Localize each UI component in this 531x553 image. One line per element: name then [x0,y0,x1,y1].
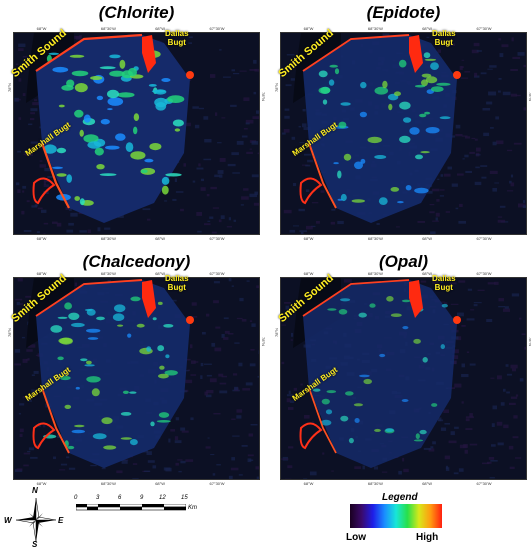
scale-tick-label: 0 [74,495,77,501]
bottom-longitude-tick: 67°30'W [477,236,492,241]
dallas-bugt-label: Dallas Bugt [432,274,456,292]
dallas-bugt-label: Dallas Bugt [165,29,189,47]
dallas-bugt-label: Dallas Bugt [165,274,189,292]
top-longitude-tick: 67°30'W [210,271,225,276]
bottom-longitude-tick: 68°W [155,481,165,486]
top-longitude-tick: 68°30'W [368,271,383,276]
bottom-longitude-tick: 68°30'W [368,481,383,486]
bottom-longitude-tick: 67°30'W [477,481,492,486]
top-longitude-tick: 68°W [304,271,314,276]
legend-color-ramp [350,504,442,528]
legend-title: Legend [382,492,418,503]
scale-bar: 0 3 6 9 12 15 Km [74,493,204,517]
bottom-longitude-tick: 68°W [155,236,165,241]
scale-tick-label: 12 [159,495,166,501]
dallas-bugt-label: Dallas Bugt [432,29,456,47]
compass-north-label: N [32,486,38,495]
top-longitude-tick: 68°30'W [101,26,116,31]
map-panel-title: (Epidote) [280,3,527,23]
top-longitude-tick: 68°W [304,26,314,31]
top-longitude-tick: 68°W [37,26,47,31]
top-longitude-tick: 68°W [422,26,432,31]
right-latitude-tick: 78°N [261,92,266,101]
top-longitude-tick: 67°30'W [477,271,492,276]
top-longitude-tick: 68°30'W [101,271,116,276]
map-panel-title: (Chalcedony) [13,252,260,272]
legend-high-label: High [416,532,438,543]
bottom-longitude-tick: 68°30'W [101,236,116,241]
top-longitude-tick: 67°30'W [210,26,225,31]
left-latitude-tick: 78°N [7,328,12,337]
compass-south-label: S [32,540,37,549]
bottom-longitude-tick: 68°W [37,236,47,241]
map-panel-title: (Chlorite) [13,3,260,23]
top-longitude-tick: 68°30'W [368,26,383,31]
bottom-longitude-tick: 68°W [37,481,47,486]
compass-east-label: E [58,516,63,525]
bottom-longitude-tick: 68°W [304,481,314,486]
left-latitude-tick: 78°N [274,328,279,337]
top-longitude-tick: 68°W [37,271,47,276]
scale-tick-label: 3 [96,495,99,501]
bottom-longitude-tick: 68°W [304,236,314,241]
bottom-longitude-tick: 67°30'W [210,481,225,486]
top-longitude-tick: 68°W [155,271,165,276]
legend: Legend Low High [340,492,450,548]
scale-tick-label: 6 [118,495,121,501]
north-arrow-compass: N S W E [12,492,60,548]
scale-tick-label: 15 [181,495,188,501]
bottom-longitude-tick: 68°30'W [101,481,116,486]
left-latitude-tick: 78°N [274,83,279,92]
map-panel-title: (Opal) [280,252,527,272]
right-latitude-tick: 78°N [261,337,266,346]
bottom-longitude-tick: 68°30'W [368,236,383,241]
scale-bar-graphic [76,504,186,514]
left-latitude-tick: 78°N [7,83,12,92]
legend-low-label: Low [346,532,366,543]
scale-unit: Km [188,505,197,511]
bottom-longitude-tick: 68°W [422,481,432,486]
top-longitude-tick: 67°30'W [477,26,492,31]
compass-west-label: W [4,516,12,525]
top-longitude-tick: 68°W [155,26,165,31]
bottom-longitude-tick: 68°W [422,236,432,241]
scale-tick-label: 9 [140,495,143,501]
bottom-longitude-tick: 67°30'W [210,236,225,241]
top-longitude-tick: 68°W [422,271,432,276]
